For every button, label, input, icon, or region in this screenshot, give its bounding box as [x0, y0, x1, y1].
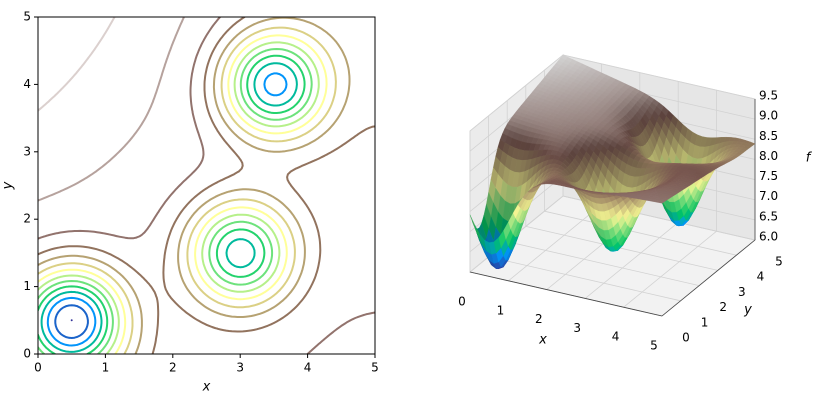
y-tick-label: 3: [23, 144, 31, 158]
y-tick-label: 4: [23, 77, 31, 91]
grid-line: [623, 230, 717, 308]
z-tick-label: 6.0: [759, 230, 778, 244]
contour-panel: 0 1 2 3 4 5 0 1 2 3 4 5 x y: [1, 10, 379, 395]
axis-line: [469, 271, 663, 317]
x-tick-label: 1: [102, 361, 110, 375]
x-tick-label: 3: [236, 361, 244, 375]
contour-lines: [38, 17, 375, 354]
z-tick-label: 7.5: [759, 169, 778, 183]
grid-line: [562, 54, 756, 100]
grid-line: [525, 226, 718, 271]
y-tick-label: 5: [775, 255, 783, 269]
y-tick-label: 1: [23, 279, 31, 293]
y-tick-label: 4: [757, 270, 765, 284]
y-axis-label: y: [1, 181, 16, 190]
x-tick-label: 2: [535, 312, 543, 326]
z-tick-label: 6.5: [759, 209, 778, 223]
x-tick-label: 2: [169, 361, 177, 375]
x-tick-label: 5: [371, 361, 379, 375]
z-tick-label: 8.0: [759, 149, 778, 163]
x-axis-label: x: [202, 380, 211, 395]
y-tick-label: 5: [23, 10, 31, 24]
y-tick-label: 0: [682, 331, 690, 345]
contour-line: [38, 17, 375, 354]
contour-line: [38, 17, 375, 354]
grid-line: [469, 54, 564, 132]
z-tick-label: 9.0: [759, 109, 778, 123]
contour-line: [38, 17, 351, 354]
contour-line: [46, 72, 288, 347]
x-tick-label: 1: [497, 303, 505, 317]
x-tick-label: 0: [34, 361, 42, 375]
contour-line: [38, 17, 116, 112]
z-tick-label: 8.5: [759, 129, 778, 143]
contour-line: [38, 34, 328, 354]
y-tick-label: 2: [719, 300, 727, 314]
contour-line: [38, 54, 306, 354]
grid-line: [508, 204, 602, 282]
z-tick-label: 7.0: [759, 189, 778, 203]
z-axis-label: f: [806, 151, 813, 166]
contour-line: [38, 41, 320, 354]
grid-line: [507, 241, 700, 286]
y-tick-label: 0: [23, 347, 31, 361]
axis-line: [661, 239, 756, 317]
y-tick-label: 3: [738, 285, 746, 299]
contour-line: [40, 62, 298, 353]
contour-line: [38, 17, 185, 202]
x-tick-label: 4: [612, 330, 620, 344]
x-tick-label: 0: [458, 295, 466, 309]
x-tick-label: 5: [650, 339, 658, 353]
grid-line: [584, 222, 679, 299]
z-tick-label: 9.5: [759, 89, 778, 103]
y-tick-label: 2: [23, 212, 31, 226]
contour-line: [54, 304, 89, 339]
x-axis-label: x: [538, 333, 547, 348]
grid-line: [488, 256, 681, 302]
contour-line: [38, 26, 337, 354]
surface-facet: [656, 200, 665, 204]
axes-frame: [37, 16, 376, 355]
y-axis-label: y: [743, 303, 752, 318]
y-tick-label: 1: [701, 315, 709, 329]
contour-line: [38, 48, 313, 354]
x-tick-label: 3: [573, 321, 581, 335]
grid-line: [544, 210, 737, 256]
x-tick-label: 4: [304, 361, 312, 375]
